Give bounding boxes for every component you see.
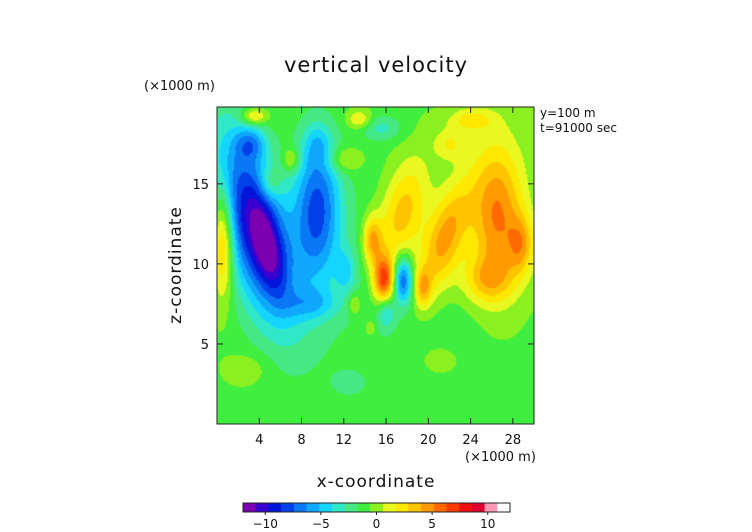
colorbar-swatch	[459, 503, 473, 512]
colorbar-swatch	[370, 503, 384, 512]
plot-frame	[216, 106, 535, 425]
colorbar-swatch	[255, 503, 269, 512]
y-tick-label: 15	[192, 178, 209, 193]
x-tick-label: 24	[462, 433, 479, 448]
colorbar-tick-label: 0	[373, 517, 381, 531]
colorbar-tick-label: 5	[428, 517, 436, 531]
x-axis-label: x-coordinate	[317, 472, 436, 492]
colorbar-swatch	[433, 503, 447, 512]
colorbar-tick-label: −5	[312, 517, 330, 531]
colorbar-swatch	[357, 503, 371, 512]
y-tick-label: 5	[201, 338, 209, 353]
colorbar-swatch	[281, 503, 295, 512]
colorbar-swatch	[382, 503, 396, 512]
x-tick-label: 12	[336, 433, 353, 448]
colorbar-swatch	[306, 503, 320, 512]
colorbar-swatch	[243, 503, 257, 512]
y-unit-label: (×1000 m)	[144, 79, 215, 94]
x-unit-label: (×1000 m)	[465, 450, 536, 465]
y-axis-label: z-coordinate	[166, 206, 186, 324]
colorbar-swatch	[446, 503, 460, 512]
x-axis: 4 8 12 16 20 24 28	[255, 107, 521, 448]
colorbar-swatch	[293, 503, 307, 512]
x-tick-label: 16	[378, 433, 395, 448]
colorbar-swatch	[421, 503, 435, 512]
colorbar-swatch	[344, 503, 358, 512]
y-tick-label: 10	[192, 258, 209, 273]
x-tick-label: 20	[420, 433, 437, 448]
y-axis: 5 10 15	[192, 178, 534, 353]
annotation-time: t=91000 sec	[540, 121, 617, 135]
colorbar-swatch	[319, 503, 333, 512]
x-tick-label: 28	[505, 433, 522, 448]
annotation-y-level: y=100 m	[540, 106, 596, 120]
x-tick-label: 8	[297, 433, 305, 448]
colorbar-swatch	[268, 503, 282, 512]
chart-title: vertical velocity	[284, 53, 468, 77]
colorbar	[242, 502, 511, 513]
heatmap-image	[217, 107, 534, 424]
x-tick-label: 4	[255, 433, 263, 448]
colorbar-swatch	[332, 503, 346, 512]
colorbar-swatch	[471, 503, 485, 512]
colorbar-swatch	[497, 503, 511, 512]
colorbar-ticks: −10 −5 0 5 10	[253, 512, 495, 531]
colorbar-swatch	[395, 503, 409, 512]
colorbar-swatch	[484, 503, 498, 512]
colorbar-tick-label: 10	[480, 517, 495, 531]
colorbar-swatch	[408, 503, 422, 512]
colorbar-tick-label: −10	[253, 517, 278, 531]
